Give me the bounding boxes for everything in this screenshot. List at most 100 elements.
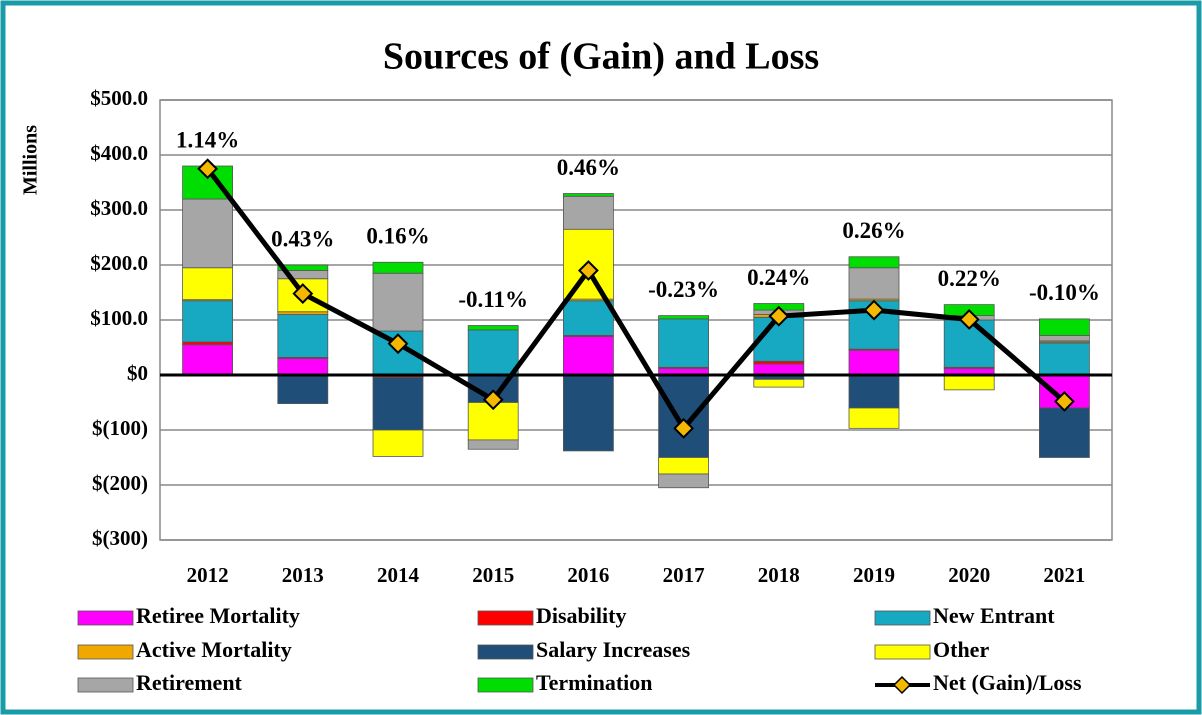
x-tick-label: 2021	[1043, 563, 1085, 587]
y-tick-label: $0	[127, 361, 148, 385]
bar-segment	[182, 300, 234, 343]
legend-label: Disability	[536, 603, 626, 628]
bar-segment	[563, 374, 614, 452]
y-tick-label: $(300)	[92, 526, 148, 550]
net-marker	[577, 260, 599, 281]
x-tick-label: 2018	[758, 563, 800, 587]
legend-swatch	[874, 610, 931, 626]
annotation: 1.14%	[176, 127, 239, 152]
y-tick-label: $(200)	[92, 471, 148, 495]
y-tick-label: $100.0	[90, 306, 148, 330]
bar-segment	[848, 267, 900, 300]
bar-segment	[372, 429, 424, 457]
y-tick-label: $300.0	[90, 196, 148, 220]
x-tick-label: 2013	[282, 563, 324, 587]
y-tick-label: $500.0	[90, 86, 148, 110]
bar-segment	[372, 272, 424, 332]
legend-swatch	[477, 610, 534, 626]
legend-label: New Entrant	[933, 603, 1055, 628]
bar-segment	[182, 344, 234, 376]
bar-segment	[563, 195, 614, 230]
bar-segment	[658, 473, 709, 489]
legend-label: Net (Gain)/Loss	[933, 670, 1082, 695]
bar-segment	[753, 360, 805, 365]
x-tick-label: 2014	[377, 563, 420, 587]
bar-segment	[182, 341, 234, 346]
net-marker	[387, 333, 409, 355]
bar-segment	[1039, 334, 1090, 342]
legend-swatch	[477, 644, 534, 660]
bar-segment	[1039, 342, 1090, 376]
bar-segment	[372, 261, 424, 274]
legend-label: Termination	[536, 670, 653, 695]
legend-label: Retiree Mortality	[136, 603, 300, 628]
legend-label: Active Mortality	[136, 637, 292, 662]
bar-segment	[943, 374, 995, 391]
net-marker	[863, 299, 885, 321]
net-marker	[958, 309, 980, 330]
bar-segment	[277, 264, 329, 271]
bar-segment	[277, 311, 329, 315]
annotation: -0.23%	[648, 277, 719, 302]
x-tick-label: 2015	[472, 563, 514, 587]
x-tick-label: 2016	[567, 563, 609, 587]
net-marker	[292, 283, 314, 305]
legend-label: Retirement	[136, 670, 243, 695]
bar-segment	[658, 374, 709, 458]
annotation: 0.26%	[842, 218, 905, 243]
bar-segment	[848, 407, 900, 429]
bar-segment	[277, 374, 329, 405]
net-marker	[1053, 390, 1075, 412]
x-tick-label: 2019	[853, 563, 895, 587]
bar-segment	[563, 300, 614, 336]
chart-title: Sources of (Gain) and Loss	[383, 36, 819, 78]
annotation: -0.10%	[1029, 280, 1100, 305]
y-tick-label: $400.0	[90, 141, 148, 165]
annotation: 0.46%	[557, 155, 620, 180]
legend-swatch	[77, 610, 134, 626]
bar-segment	[658, 457, 709, 475]
bar-segment	[467, 329, 519, 376]
net-marker	[673, 417, 695, 439]
annotation: 0.16%	[366, 224, 429, 249]
x-tick-label: 2020	[948, 563, 990, 587]
bar-segment	[1039, 318, 1090, 336]
bar-segment	[848, 349, 900, 376]
bar-segment	[753, 363, 805, 376]
net-line	[205, 167, 1067, 433]
net-marker	[482, 389, 504, 411]
net-marker	[197, 158, 219, 180]
bar-segment	[182, 267, 234, 301]
annotation: 0.43%	[271, 226, 334, 251]
annotation: -0.11%	[458, 287, 528, 312]
legend-swatch	[77, 644, 134, 660]
bar-segment	[277, 358, 329, 376]
x-tick-label: 2012	[187, 563, 229, 587]
bar-segment	[563, 193, 614, 197]
bar-segment	[277, 314, 329, 358]
bar-segment	[467, 439, 519, 450]
annotation: 0.22%	[938, 266, 1001, 291]
annotation: 0.24%	[747, 265, 810, 290]
bar-segment	[658, 315, 709, 320]
bar-segment	[753, 378, 805, 388]
bar-segment	[372, 377, 424, 431]
legend-swatch	[874, 644, 931, 660]
legend-swatch	[77, 677, 134, 693]
bar-segment	[658, 318, 709, 368]
bar-segment	[848, 374, 900, 409]
bar-segment	[1039, 407, 1090, 458]
bar-segment	[467, 325, 519, 331]
net-marker	[768, 305, 790, 327]
x-tick-label: 2017	[663, 563, 705, 587]
y-tick-label: $(100)	[92, 416, 148, 440]
bar-segment	[182, 198, 234, 269]
legend-label: Other	[933, 637, 989, 662]
bar-segment	[848, 256, 900, 269]
y-axis-label: Millions	[20, 125, 42, 195]
y-tick-label: $200.0	[90, 251, 148, 275]
bar-segment	[563, 336, 614, 376]
legend-label: Salary Increases	[536, 637, 691, 662]
legend-marker	[892, 675, 912, 695]
